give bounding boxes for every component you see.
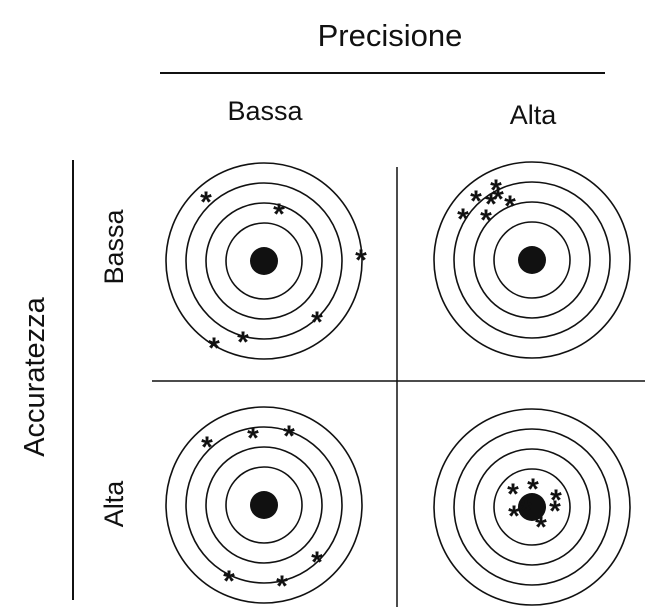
target-ring-4	[493, 221, 571, 299]
hit-mark: *	[485, 188, 497, 221]
target-ring-3	[205, 202, 323, 320]
bullseye	[518, 493, 546, 521]
hit-mark: *	[201, 431, 213, 464]
target-low-accuracy-high-precision: * ** ** **	[433, 161, 631, 359]
hit-mark: *	[492, 183, 504, 216]
hit-mark: *	[507, 478, 519, 511]
target-ring-4	[225, 466, 303, 544]
target-ring-3	[473, 201, 591, 319]
bullseye	[250, 491, 278, 519]
hit-mark: *	[504, 190, 516, 223]
hit-mark: *	[550, 484, 562, 517]
hit-mark: *	[527, 473, 539, 506]
hit-mark: *	[480, 204, 492, 237]
row-label-low: Bassa	[99, 208, 129, 284]
target-ring-2	[185, 182, 343, 340]
target-ring-2	[453, 181, 611, 339]
hit-mark: *	[457, 203, 469, 236]
hit-mark: *	[311, 306, 323, 339]
row-header-title: Accuratezza	[19, 296, 51, 456]
hit-mark: *	[200, 186, 212, 219]
hit-mark: *	[311, 546, 323, 579]
hit-mark: *	[520, 494, 532, 527]
target-ring-2	[453, 428, 611, 586]
column-label-low: Bassa	[227, 96, 303, 126]
column-label-high: Alta	[510, 100, 558, 130]
row-label-high: Alta	[99, 480, 129, 528]
hit-mark: *	[508, 500, 520, 533]
target-ring-4	[493, 468, 571, 546]
hit-mark: *	[535, 511, 547, 544]
target-high-accuracy-low-precision: * * * * * *	[165, 406, 363, 604]
hit-mark: *	[549, 495, 561, 528]
column-header-title: Precisione	[318, 18, 463, 53]
target-ring-4	[225, 222, 303, 300]
hit-mark: *	[470, 185, 482, 218]
hit-mark: *	[355, 244, 367, 277]
target-ring-1	[165, 162, 363, 360]
hit-mark: *	[247, 422, 259, 455]
target-ring-2	[185, 426, 343, 584]
hit-mark: *	[490, 174, 502, 207]
target-ring-1	[433, 408, 631, 606]
hit-mark: *	[273, 198, 285, 231]
target-ring-1	[433, 161, 631, 359]
bullseye	[250, 247, 278, 275]
hit-mark: *	[208, 332, 220, 365]
target-high-accuracy-high-precision: * * ** ***	[433, 408, 631, 606]
hit-mark: *	[276, 570, 288, 603]
target-ring-3	[205, 446, 323, 564]
hit-mark: *	[223, 565, 235, 598]
target-low-accuracy-low-precision: * * * * * *	[165, 162, 367, 365]
target-ring-1	[165, 406, 363, 604]
bullseye	[518, 246, 546, 274]
hit-mark: *	[237, 326, 249, 359]
hit-mark: *	[283, 420, 295, 453]
target-ring-3	[473, 448, 591, 566]
